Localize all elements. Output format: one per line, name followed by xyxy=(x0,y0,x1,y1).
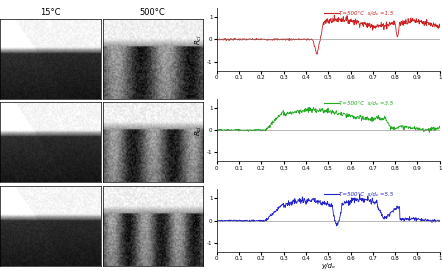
Y-axis label: $R_{cl}$: $R_{cl}$ xyxy=(194,125,204,136)
Text: T=500°C  s/dₒ =5.5: T=500°C s/dₒ =5.5 xyxy=(339,191,393,196)
Text: T=500°C  s/dₒ =3.5: T=500°C s/dₒ =3.5 xyxy=(339,101,393,106)
Text: 500°C: 500°C xyxy=(140,8,165,17)
X-axis label: y/dₒ: y/dₒ xyxy=(321,263,335,269)
Text: 15°C: 15°C xyxy=(41,8,61,17)
Text: T=500°C  s/dₒ =1.5: T=500°C s/dₒ =1.5 xyxy=(339,10,393,15)
Y-axis label: $R_{cl}$: $R_{cl}$ xyxy=(194,34,204,45)
Y-axis label: $R_{cl}$: $R_{cl}$ xyxy=(194,215,204,226)
